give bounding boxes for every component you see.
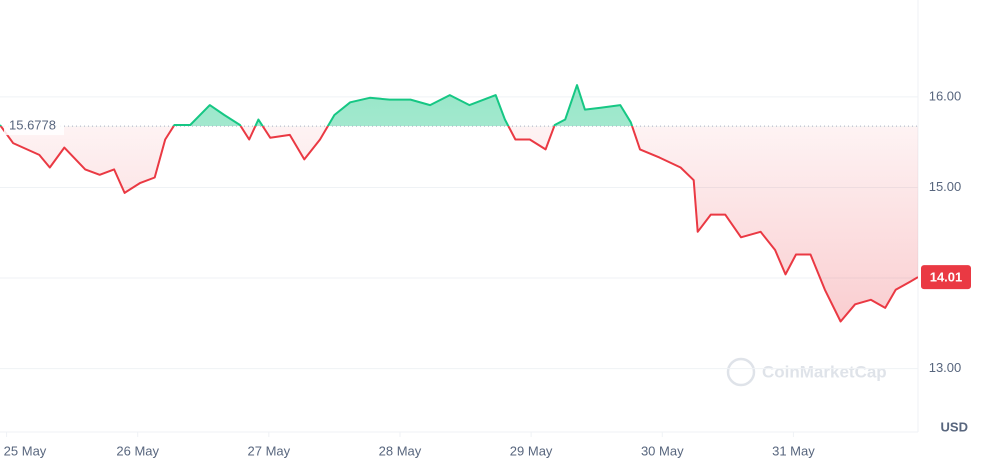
watermark: CoinMarketCap bbox=[726, 357, 887, 387]
reference-label: 15.6778 bbox=[9, 118, 56, 133]
y-tick-label: 16.00 bbox=[929, 88, 962, 103]
watermark-logo bbox=[726, 357, 756, 387]
area-up bbox=[0, 85, 918, 127]
reference-label-bg bbox=[4, 117, 64, 136]
y-tick-label: 13.00 bbox=[929, 360, 962, 375]
watermark-text: CoinMarketCap bbox=[762, 362, 887, 381]
x-tick-label: 26 May bbox=[116, 443, 159, 458]
x-tick-label: 30 May bbox=[641, 443, 684, 458]
currency-label: USD bbox=[941, 419, 968, 434]
x-tick-label: 29 May bbox=[510, 443, 553, 458]
price-line-up bbox=[0, 84, 634, 127]
x-tick-label: 31 May bbox=[772, 443, 815, 458]
x-tick-label: 27 May bbox=[248, 443, 291, 458]
price-badge bbox=[921, 265, 971, 290]
y-tick-label: 15.00 bbox=[929, 179, 962, 194]
price-badge-label: 14.01 bbox=[930, 270, 963, 285]
x-tick-label: 28 May bbox=[379, 443, 422, 458]
price-line-down bbox=[0, 126, 918, 323]
x-tick-label: 25 May bbox=[4, 443, 47, 458]
